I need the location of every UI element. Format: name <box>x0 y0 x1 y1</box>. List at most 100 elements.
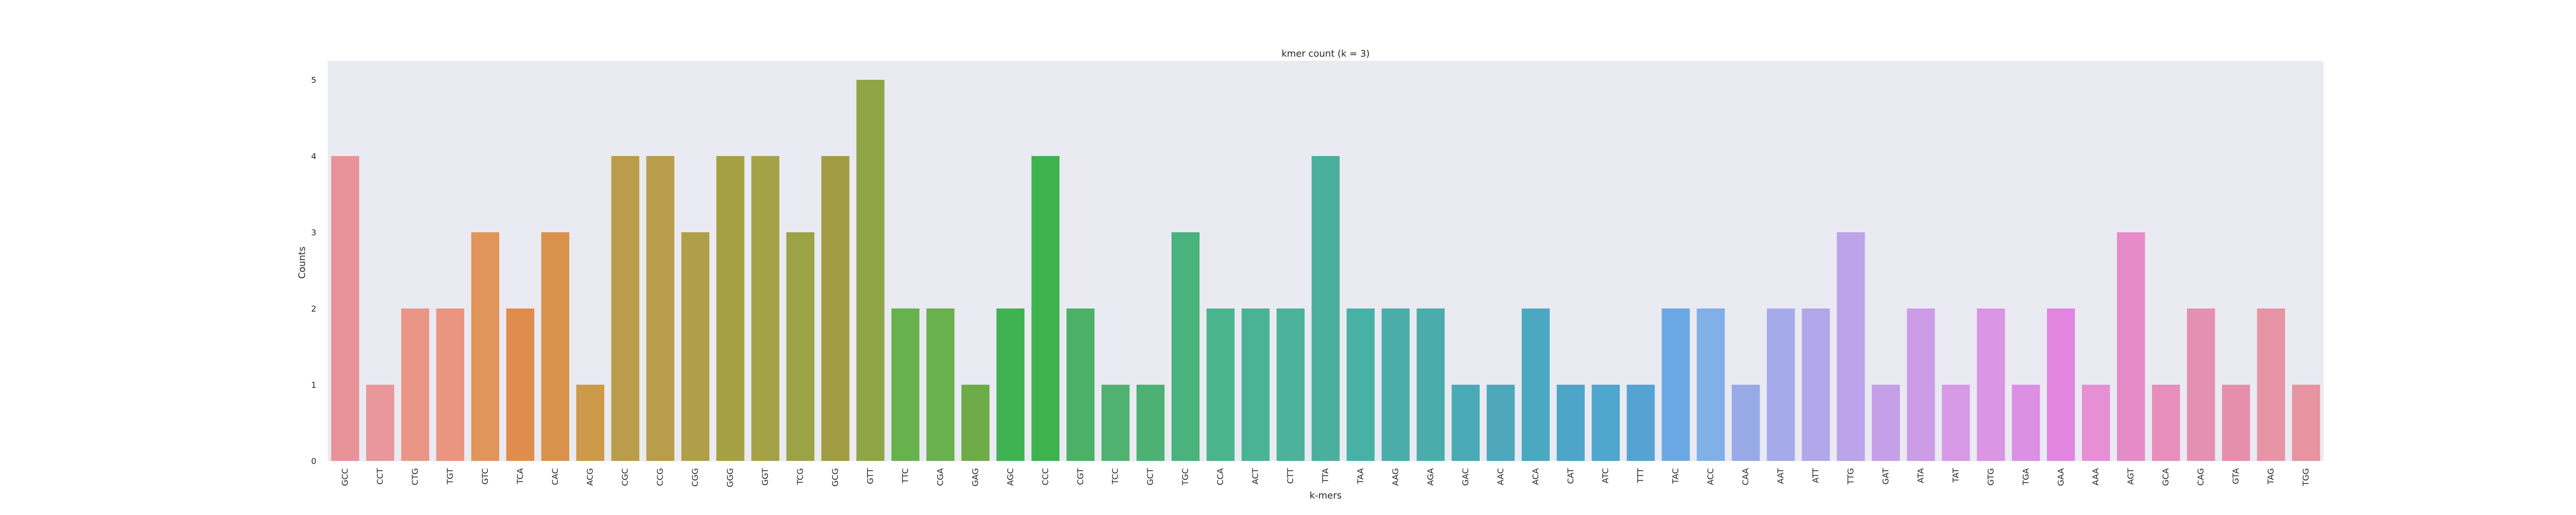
x-tick-label: TAT <box>1951 468 1960 483</box>
bar-taa <box>1346 308 1375 461</box>
x-tick-label: TTA <box>1320 468 1330 484</box>
x-ticks-group: GCC CCT CTG TGT GTC TCA CAC ACG CGC CCG CGG GGG GGT T… <box>340 468 2311 487</box>
bar-acg <box>576 385 604 461</box>
bar-tgg <box>2292 385 2320 461</box>
bar-gtt <box>856 80 885 461</box>
x-tick-label: ATT <box>1811 468 1821 483</box>
bar-ggg <box>716 156 744 461</box>
x-tick-label: CCA <box>1215 468 1225 485</box>
bar-tcc <box>1101 385 1130 461</box>
bar-cgc <box>611 156 639 461</box>
bar-tta <box>1311 156 1340 461</box>
x-tick-label: GCA <box>2161 468 2171 486</box>
x-tick-label: GCG <box>830 468 840 487</box>
x-tick-label: ATA <box>1916 468 1925 483</box>
bar-act <box>1241 308 1270 461</box>
bar-caa <box>1732 385 1760 461</box>
bar-ttc <box>891 308 920 461</box>
x-tick-label: GAC <box>1461 468 1470 486</box>
bar-gta <box>2222 385 2250 461</box>
x-axis-label: k-mers <box>1310 490 1342 501</box>
x-tick-label: GTT <box>865 468 875 484</box>
bar-cac <box>541 232 569 461</box>
bar-cga <box>926 308 955 461</box>
bar-tgc <box>1171 232 1200 461</box>
x-tick-label: TGT <box>445 468 455 485</box>
bar-gac <box>1451 385 1480 461</box>
x-tick-label: ATC <box>1601 468 1611 484</box>
bar-gtc <box>471 232 500 461</box>
bar-ata <box>1907 308 1935 461</box>
x-tick-label: AAT <box>1776 468 1786 484</box>
bar-agt <box>2117 232 2145 461</box>
x-tick-label: CGT <box>1075 468 1085 485</box>
y-tick-label: 3 <box>311 228 316 237</box>
bar-aag <box>1381 308 1410 461</box>
y-axis-label: Counts <box>297 247 308 279</box>
bar-cat <box>1556 385 1585 461</box>
bar-acc <box>1697 308 1725 461</box>
x-tick-label: TAC <box>1671 468 1681 484</box>
bar-ctt <box>1276 308 1305 461</box>
x-tick-label: CTG <box>410 468 420 485</box>
bar-cgg <box>681 232 709 461</box>
x-tick-label: TAG <box>2266 468 2276 485</box>
bar-cct <box>366 385 395 461</box>
bar-cag <box>2187 308 2215 461</box>
x-tick-label: AAC <box>1496 468 1505 485</box>
x-tick-label: CCC <box>1040 468 1050 486</box>
x-tick-label: TCG <box>795 468 805 485</box>
x-tick-label: ACC <box>1706 468 1716 485</box>
bar-gcg <box>821 156 850 461</box>
x-tick-label: ACT <box>1250 468 1260 485</box>
x-tick-label: TTT <box>1636 468 1646 484</box>
bar-aga <box>1416 308 1445 461</box>
bar-gcc <box>331 156 360 461</box>
bar-ccg <box>646 156 674 461</box>
x-tick-label: GGT <box>760 468 770 486</box>
bar-atc <box>1591 385 1620 461</box>
x-tick-label: CAC <box>550 468 560 485</box>
x-tick-label: GAG <box>970 468 980 486</box>
bar-tga <box>2012 385 2040 461</box>
x-tick-label: GCC <box>340 468 350 486</box>
bar-tcg <box>786 232 815 461</box>
x-tick-label: TGA <box>2021 468 2030 486</box>
bar-att <box>1802 308 1830 461</box>
bar-tgt <box>436 308 465 461</box>
chart-title: kmer count (k = 3) <box>1281 48 1369 59</box>
bar-gct <box>1136 385 1165 461</box>
x-tick-label: CGA <box>935 468 945 486</box>
bar-tac <box>1662 308 1690 461</box>
x-tick-label: TTG <box>1845 468 1855 485</box>
x-tick-label: TGC <box>1180 468 1190 486</box>
bar-tag <box>2257 308 2285 461</box>
x-tick-label: GTA <box>2231 468 2241 484</box>
bar-gag <box>961 385 990 461</box>
x-tick-label: AGC <box>1005 468 1015 486</box>
x-tick-label: CTT <box>1285 468 1295 484</box>
x-tick-label: GCT <box>1145 468 1155 486</box>
bar-ttt <box>1626 385 1655 461</box>
x-tick-label: GGG <box>725 468 735 487</box>
bar-gca <box>2151 385 2180 461</box>
x-tick-label: CCG <box>655 468 665 486</box>
bar-cgt <box>1066 308 1095 461</box>
y-tick-label: 0 <box>311 456 316 466</box>
x-tick-label: TAA <box>1355 468 1365 485</box>
x-tick-label: CAG <box>2196 468 2206 486</box>
x-tick-label: ACG <box>585 468 595 486</box>
x-tick-label: CGG <box>690 468 700 487</box>
bar-cca <box>1206 308 1235 461</box>
bar-gaa <box>2047 308 2075 461</box>
x-tick-label: CAT <box>1566 468 1575 484</box>
bar-ccc <box>1031 156 1060 461</box>
y-ticks-group: 0 1 2 3 4 5 <box>311 75 316 466</box>
x-tick-label: CGC <box>620 468 630 486</box>
bar-aaa <box>2082 385 2110 461</box>
x-tick-label: TTC <box>900 468 910 484</box>
bar-gtg <box>1977 308 2005 461</box>
bar-tca <box>506 308 534 461</box>
